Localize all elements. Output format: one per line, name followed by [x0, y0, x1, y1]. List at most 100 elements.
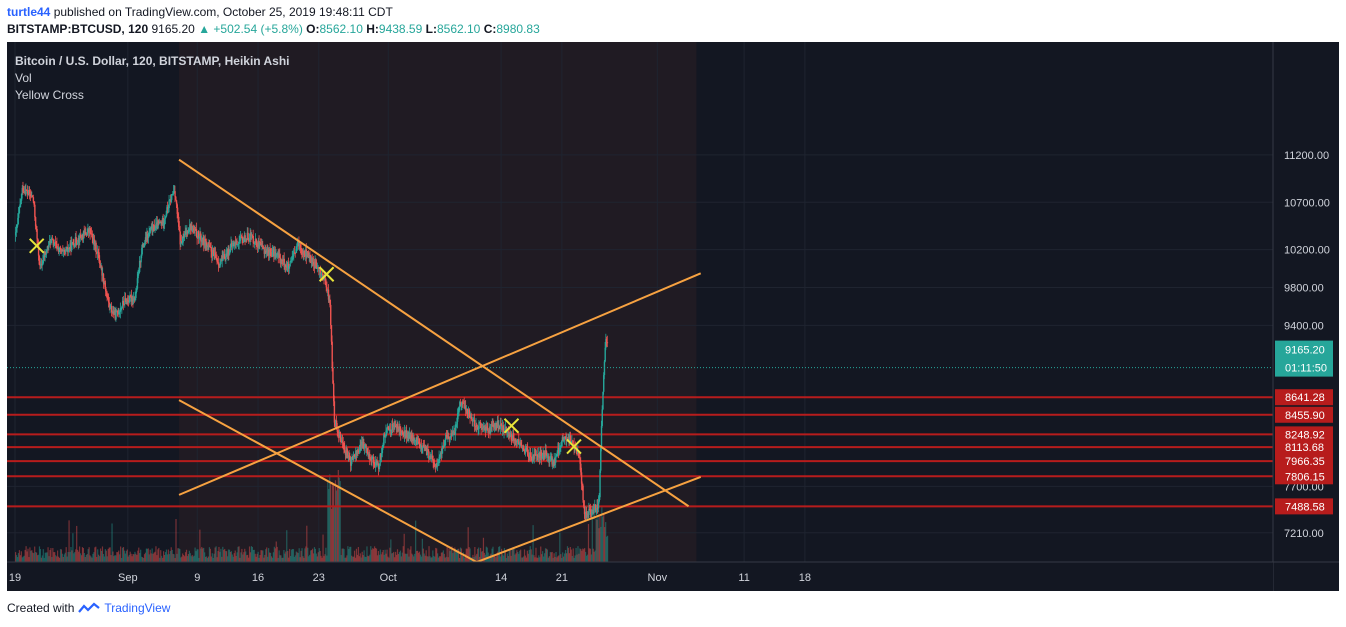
candle-body	[432, 459, 434, 464]
volume-bar	[564, 549, 567, 562]
volume-bar	[456, 551, 458, 562]
candle-body	[595, 509, 598, 512]
candle-body	[146, 233, 148, 242]
chart-panel[interactable]: 11200.00 10700.00 10200.00 9800.00 9400.00 77…	[7, 42, 1339, 591]
candle-body	[492, 424, 494, 427]
volume-bar	[220, 548, 222, 562]
volume-bar	[100, 550, 103, 562]
candle-body	[501, 425, 504, 431]
candle-body	[355, 450, 357, 459]
candle-body	[333, 401, 336, 423]
price-chart[interactable]: 11200.00 10700.00 10200.00 9800.00 9400.00 77…	[7, 42, 1339, 591]
candle-body	[470, 416, 473, 420]
candle-body	[593, 509, 595, 514]
candle-body	[380, 453, 383, 458]
candle-body	[44, 252, 46, 258]
candle-body	[560, 441, 563, 447]
candle-body	[50, 239, 52, 244]
tradingview-link[interactable]: TradingView	[104, 601, 171, 615]
volume-bar	[36, 552, 38, 562]
volume-bar	[185, 549, 188, 562]
volume-bar	[236, 552, 238, 562]
candle-body	[503, 432, 505, 434]
candle-body	[24, 191, 26, 195]
legend-vol[interactable]: Vol	[15, 71, 32, 85]
volume-bar	[244, 548, 246, 562]
candle-body	[457, 412, 460, 414]
volume-bar	[215, 546, 217, 562]
candle-body	[183, 234, 186, 238]
volume-bar	[99, 556, 101, 562]
volume-bar	[437, 553, 439, 562]
volume-bar	[284, 553, 286, 562]
volume-bar	[547, 557, 549, 562]
volume-bar	[531, 554, 533, 562]
volume-bar	[425, 550, 427, 562]
candle-body	[502, 425, 505, 433]
volume-bar	[514, 554, 516, 562]
volume-bar	[33, 553, 35, 562]
volume-bar	[276, 546, 278, 562]
candle-body	[469, 416, 471, 418]
volume-bar	[368, 556, 370, 562]
candle-body	[197, 231, 200, 238]
volume-bar	[18, 550, 21, 562]
candle-body	[85, 232, 87, 235]
candle-body	[129, 295, 131, 302]
volume-bar	[80, 555, 83, 562]
candle-body	[102, 273, 105, 284]
candle-body	[435, 463, 437, 468]
candle-body	[198, 236, 201, 238]
candle-body	[137, 273, 139, 279]
volume-bar	[65, 547, 67, 562]
candle-body	[98, 252, 100, 261]
candle-body	[192, 228, 195, 230]
volume-bar	[303, 557, 305, 562]
candle-body	[600, 425, 603, 449]
candle-body	[594, 504, 596, 510]
candle-body	[170, 195, 173, 202]
candle-body	[479, 422, 482, 426]
candle-body	[454, 424, 457, 435]
volume-bar	[518, 553, 520, 562]
candle-body	[121, 306, 123, 309]
candle-body	[172, 193, 174, 195]
legend-indicator[interactable]: Yellow Cross	[15, 88, 84, 102]
candle-body	[34, 204, 36, 218]
candle-body	[290, 260, 292, 262]
volume-bar	[367, 555, 369, 562]
volume-bar	[16, 557, 19, 562]
candle-body	[394, 425, 396, 427]
candle-body	[204, 238, 207, 248]
candle-body	[377, 463, 379, 466]
volume-bar	[362, 555, 364, 562]
volume-bar	[603, 514, 605, 562]
low-label: L:	[425, 22, 437, 36]
volume-bar	[258, 557, 260, 562]
volume-bar	[22, 556, 24, 562]
volume-bar	[374, 546, 376, 562]
volume-bar	[247, 554, 249, 562]
volume-bar	[75, 549, 77, 562]
volume-bar	[250, 546, 253, 562]
author-link[interactable]: turtle44	[7, 5, 51, 19]
volume-bar	[130, 553, 132, 562]
candle-body	[437, 461, 440, 464]
candle-body	[273, 251, 276, 257]
volume-bar	[506, 553, 508, 562]
candle-body	[105, 291, 108, 293]
volume-bar	[123, 550, 126, 562]
volume-bar	[409, 549, 411, 562]
candle-body	[208, 245, 210, 247]
candle-body	[147, 232, 150, 239]
candle-body	[234, 242, 236, 247]
candle-body	[445, 435, 448, 437]
candle-body	[314, 261, 316, 269]
volume-bar	[281, 557, 283, 562]
candle-body	[494, 423, 496, 429]
candle-body	[344, 452, 347, 455]
volume-bar	[361, 551, 363, 562]
volume-bar	[593, 551, 595, 562]
volume-bar	[97, 549, 99, 562]
candle-body	[147, 233, 149, 239]
